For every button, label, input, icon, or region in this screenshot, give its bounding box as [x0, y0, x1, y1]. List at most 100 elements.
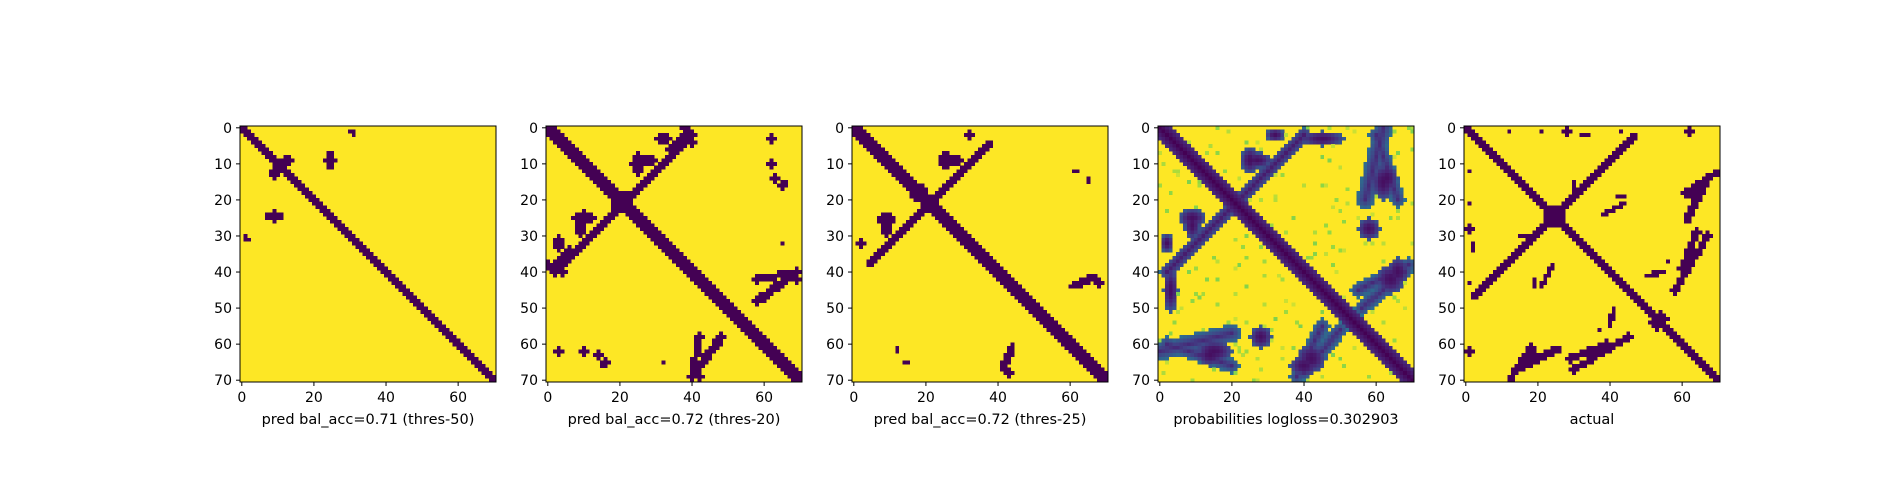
heatmap-cell	[1305, 378, 1310, 383]
heatmap-cell	[1629, 140, 1634, 145]
heatmap-cell	[1575, 234, 1580, 239]
heatmap-cell	[906, 187, 910, 192]
heatmap-cell	[1374, 291, 1379, 296]
heatmap-cell	[1691, 237, 1696, 242]
heatmap-cell	[1590, 360, 1595, 365]
heatmap-cell	[632, 208, 637, 213]
heatmap-cell	[1687, 270, 1692, 275]
heatmap-cell	[898, 226, 903, 231]
heatmap-cell	[1687, 252, 1692, 257]
heatmap-cell	[693, 353, 698, 358]
heatmap-cell	[780, 273, 785, 278]
heatmap-cell	[1219, 349, 1224, 354]
heatmap-cell	[1320, 281, 1325, 285]
heatmap-cell	[1345, 317, 1350, 322]
heatmap-cell	[1295, 356, 1299, 361]
heatmap-cell	[1532, 198, 1537, 203]
heatmap-cell	[1204, 169, 1209, 174]
heatmap-cell	[614, 208, 619, 213]
heatmap-cell	[1194, 219, 1198, 224]
heatmap-cell	[898, 165, 903, 170]
heatmap-cell	[963, 165, 968, 170]
heatmap-cell	[1280, 154, 1285, 159]
heatmap-cell	[1698, 244, 1703, 249]
heatmap-cell	[783, 367, 788, 372]
heatmap-cell	[1691, 129, 1696, 134]
heatmap-cell	[1572, 187, 1577, 192]
heatmap-cell	[1626, 140, 1631, 145]
heatmap-cell	[265, 147, 270, 152]
heatmap-cell	[985, 259, 990, 264]
heatmap-cell	[1367, 205, 1372, 210]
heatmap-cell	[377, 266, 381, 271]
heatmap-cell	[675, 259, 680, 264]
heatmap-cell	[1003, 363, 1008, 368]
heatmap-cell	[258, 140, 262, 145]
heatmap-cell	[1388, 356, 1393, 361]
heatmap-cell	[330, 212, 335, 217]
x-tick-label: 0	[1155, 390, 1164, 406]
heatmap-cell	[949, 183, 954, 188]
heatmap-cell	[1302, 270, 1307, 275]
heatmap-cell	[765, 291, 770, 296]
heatmap-cell	[1644, 309, 1649, 314]
heatmap-cell	[297, 183, 302, 188]
heatmap-cell	[1100, 281, 1105, 285]
heatmap-cell	[553, 241, 558, 246]
heatmap-cell	[1691, 208, 1696, 213]
heatmap-cell	[1186, 147, 1191, 152]
heatmap-cell	[970, 237, 975, 242]
heatmap-cell	[960, 172, 965, 177]
heatmap-cell	[1258, 367, 1263, 372]
heatmap-cell	[1367, 288, 1372, 293]
heatmap-cell	[553, 136, 558, 141]
heatmap-cell	[650, 176, 655, 181]
heatmap-cell	[420, 302, 425, 307]
heatmap-cell	[1258, 324, 1263, 329]
heatmap-cell	[596, 169, 601, 174]
heatmap-cell	[683, 126, 687, 130]
heatmap-cell	[1546, 216, 1551, 221]
heatmap-cell	[1186, 162, 1191, 166]
heatmap-cell	[1226, 212, 1231, 217]
heatmap-cell	[999, 363, 1004, 368]
heatmap-cell	[963, 234, 968, 239]
heatmap-cell	[967, 136, 972, 141]
heatmap-cell	[1370, 295, 1375, 300]
heatmap-cell	[1590, 180, 1595, 184]
heatmap-cell	[996, 273, 1001, 278]
heatmap-cell	[686, 270, 691, 275]
heatmap-cell	[574, 162, 579, 166]
heatmap-cell	[1712, 371, 1717, 376]
heatmap-cell	[286, 176, 291, 181]
heatmap-cell	[1190, 244, 1195, 249]
heatmap-cell	[272, 169, 277, 174]
heatmap-cell	[1691, 248, 1696, 253]
heatmap-cell	[1208, 360, 1213, 365]
heatmap-cell	[1183, 151, 1188, 156]
heatmap-cell	[996, 270, 1001, 275]
heatmap-cell	[773, 180, 778, 184]
heatmap-cell	[1287, 266, 1292, 271]
heatmap-cell	[1100, 367, 1105, 372]
heatmap-cell	[1269, 327, 1274, 332]
heatmap-cell	[1464, 349, 1468, 354]
heatmap-cell	[1201, 237, 1206, 242]
heatmap-cell	[1197, 234, 1202, 239]
heatmap-cell	[600, 180, 604, 184]
heatmap-cell	[646, 154, 651, 159]
heatmap-cell	[945, 219, 950, 224]
heatmap-cell	[1248, 223, 1253, 228]
heatmap-cell	[1557, 212, 1562, 217]
heatmap-cell	[719, 342, 723, 347]
heatmap-cell	[1698, 360, 1703, 365]
heatmap-cell	[355, 241, 360, 246]
heatmap-cell	[1266, 158, 1271, 163]
heatmap-cell	[877, 147, 882, 152]
y-tick-label: 40	[1132, 265, 1150, 281]
heatmap-cell	[938, 158, 943, 163]
heatmap-cell	[578, 349, 583, 354]
heatmap-cell	[783, 363, 788, 368]
heatmap-cell	[1651, 320, 1656, 325]
heatmap-cell	[1262, 176, 1267, 181]
